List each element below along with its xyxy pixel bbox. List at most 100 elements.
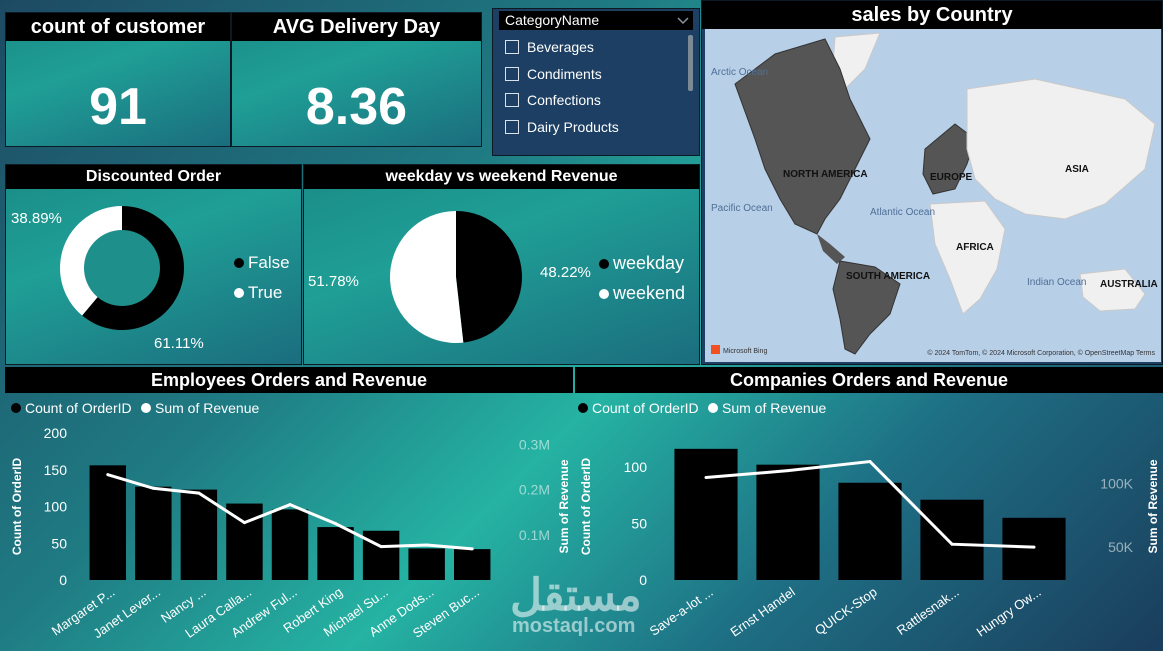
pie-slice-weekend[interactable]: [390, 211, 464, 343]
label-australia: AUSTRALIA: [1100, 279, 1158, 290]
legend-dot-icon: [599, 289, 609, 299]
label-north-america: NORTH AMERICA: [783, 169, 868, 180]
label-asia: ASIA: [1065, 164, 1089, 175]
donut-hole: [84, 230, 160, 306]
employees-legend-count[interactable]: Count of OrderID: [11, 400, 132, 416]
label-africa: AFRICA: [956, 242, 994, 253]
left-axis-tick: 100: [44, 499, 68, 515]
discount-donut-chart[interactable]: [36, 195, 216, 365]
bar[interactable]: [408, 548, 445, 580]
category-slicer-title: CategoryName: [505, 12, 600, 28]
category-tick-label: Ernst Handel: [728, 584, 798, 639]
revenue-point[interactable]: [288, 503, 292, 507]
left-axis-tick: 150: [44, 462, 68, 478]
bar[interactable]: [674, 448, 738, 580]
revenue-point[interactable]: [151, 486, 155, 490]
left-axis-tick: 200: [44, 425, 68, 441]
category-item-beverages[interactable]: Beverages: [505, 39, 594, 55]
checkbox-icon[interactable]: [505, 93, 519, 107]
label-indian: Indian Ocean: [1027, 277, 1087, 288]
companies-combo-chart[interactable]: 100 50 0 100K 50K Count of OrderID Sum of Reve…: [575, 421, 1163, 651]
revenue-point[interactable]: [242, 521, 246, 525]
label-south-america: SOUTH AMERICA: [846, 271, 930, 282]
bar[interactable]: [180, 489, 218, 580]
revenue-point[interactable]: [704, 476, 708, 480]
kpi-delivery-title: AVG Delivery Day: [232, 13, 481, 41]
bar[interactable]: [838, 482, 902, 580]
left-axis-tick: 100: [624, 459, 648, 475]
category-item-dairy-products[interactable]: Dairy Products: [505, 119, 619, 135]
map-brand: Microsoft Bing: [723, 348, 767, 355]
revenue-point[interactable]: [106, 473, 110, 477]
slicer-scrollbar[interactable]: [688, 35, 693, 91]
category-item-condiments[interactable]: Condiments: [505, 66, 602, 82]
chevron-down-icon[interactable]: [677, 17, 689, 25]
revenue-point[interactable]: [197, 491, 201, 495]
revenue-point[interactable]: [425, 543, 429, 547]
companies-legend-revenue[interactable]: Sum of Revenue: [708, 400, 826, 416]
watermark-latin: mostaql.com: [512, 615, 636, 637]
revenue-point[interactable]: [868, 460, 872, 464]
discount-chart-panel: Discounted Order 38.89% 61.11% False Tru…: [5, 164, 302, 365]
kpi-customers-title: count of customer: [6, 13, 230, 41]
asia-shape: [966, 78, 1156, 220]
africa-shape: [929, 200, 1006, 315]
employees-chart-title: Employees Orders and Revenue: [5, 367, 573, 393]
revenue-point[interactable]: [470, 547, 474, 551]
weekday-legend-weekend[interactable]: weekend: [599, 283, 685, 304]
revenue-point[interactable]: [379, 545, 383, 549]
revenue-point[interactable]: [786, 469, 790, 473]
bar[interactable]: [756, 464, 820, 580]
pie-slice-weekday[interactable]: [456, 211, 523, 343]
revenue-point[interactable]: [1032, 545, 1036, 549]
bar[interactable]: [317, 527, 354, 580]
revenue-point[interactable]: [334, 522, 338, 526]
discount-legend-false[interactable]: False: [234, 253, 290, 273]
label-arctic: Arctic Ocean: [711, 67, 768, 78]
north-america-shape: [734, 38, 871, 235]
central-america-shape: [817, 234, 845, 264]
bar[interactable]: [89, 465, 126, 580]
bing-logo-icon: [711, 345, 720, 354]
category-slicer-header[interactable]: CategoryName: [499, 11, 693, 30]
legend-label: weekday: [613, 253, 685, 273]
map-attribution[interactable]: © 2024 TomTom, © 2024 Microsoft Corporat…: [927, 349, 1155, 357]
right-axis-tick: 0.2M: [519, 482, 550, 498]
employees-chart-panel: Employees Orders and Revenue Count of Or…: [5, 367, 573, 651]
legend-label: Count of OrderID: [25, 400, 132, 416]
legend-label: Count of OrderID: [592, 400, 699, 416]
category-tick-label: Save-a-lot ...: [647, 584, 716, 639]
checkbox-icon[interactable]: [505, 67, 519, 81]
bar[interactable]: [920, 499, 984, 580]
sales-map-panel: sales by Country Arctic Ocean NORTH AMER…: [701, 0, 1163, 365]
right-axis-tick: 0.1M: [519, 527, 550, 543]
bar[interactable]: [454, 549, 491, 580]
legend-label: Sum of Revenue: [722, 400, 827, 416]
weekday-legend-weekday[interactable]: weekday: [599, 253, 684, 274]
companies-legend-count[interactable]: Count of OrderID: [578, 400, 699, 416]
legend-dot-icon: [11, 403, 21, 413]
right-axis-title: Sum of Revenue: [1146, 459, 1160, 553]
label-pacific: Pacific Ocean: [711, 203, 773, 214]
kpi-customers-card: count of customer 91: [5, 12, 231, 147]
bar[interactable]: [362, 530, 400, 580]
category-item-confections[interactable]: Confections: [505, 92, 601, 108]
bar[interactable]: [1002, 517, 1066, 580]
revenue-point[interactable]: [950, 542, 954, 546]
kpi-delivery-card: AVG Delivery Day 8.36: [231, 12, 482, 147]
weekday-pie-chart[interactable]: [381, 202, 531, 352]
bar[interactable]: [271, 509, 309, 580]
right-axis-tick: 100K: [1100, 476, 1133, 492]
bar[interactable]: [135, 486, 172, 580]
discount-label-true: 38.89%: [11, 210, 62, 227]
australia-shape: [1079, 268, 1146, 312]
employees-combo-chart[interactable]: 200 150 100 50 0 0.3M 0.2M 0.1M Count of OrderID…: [5, 421, 573, 651]
checkbox-icon[interactable]: [505, 40, 519, 54]
legend-label: Sum of Revenue: [155, 400, 260, 416]
employees-legend-revenue[interactable]: Sum of Revenue: [141, 400, 259, 416]
legend-dot-icon: [599, 259, 609, 269]
checkbox-icon[interactable]: [505, 120, 519, 134]
right-axis-title: Sum of Revenue: [557, 459, 571, 553]
discount-legend-true[interactable]: True: [234, 283, 282, 303]
world-map[interactable]: Arctic Ocean NORTH AMERICA EUROPE ASIA P…: [705, 29, 1161, 362]
